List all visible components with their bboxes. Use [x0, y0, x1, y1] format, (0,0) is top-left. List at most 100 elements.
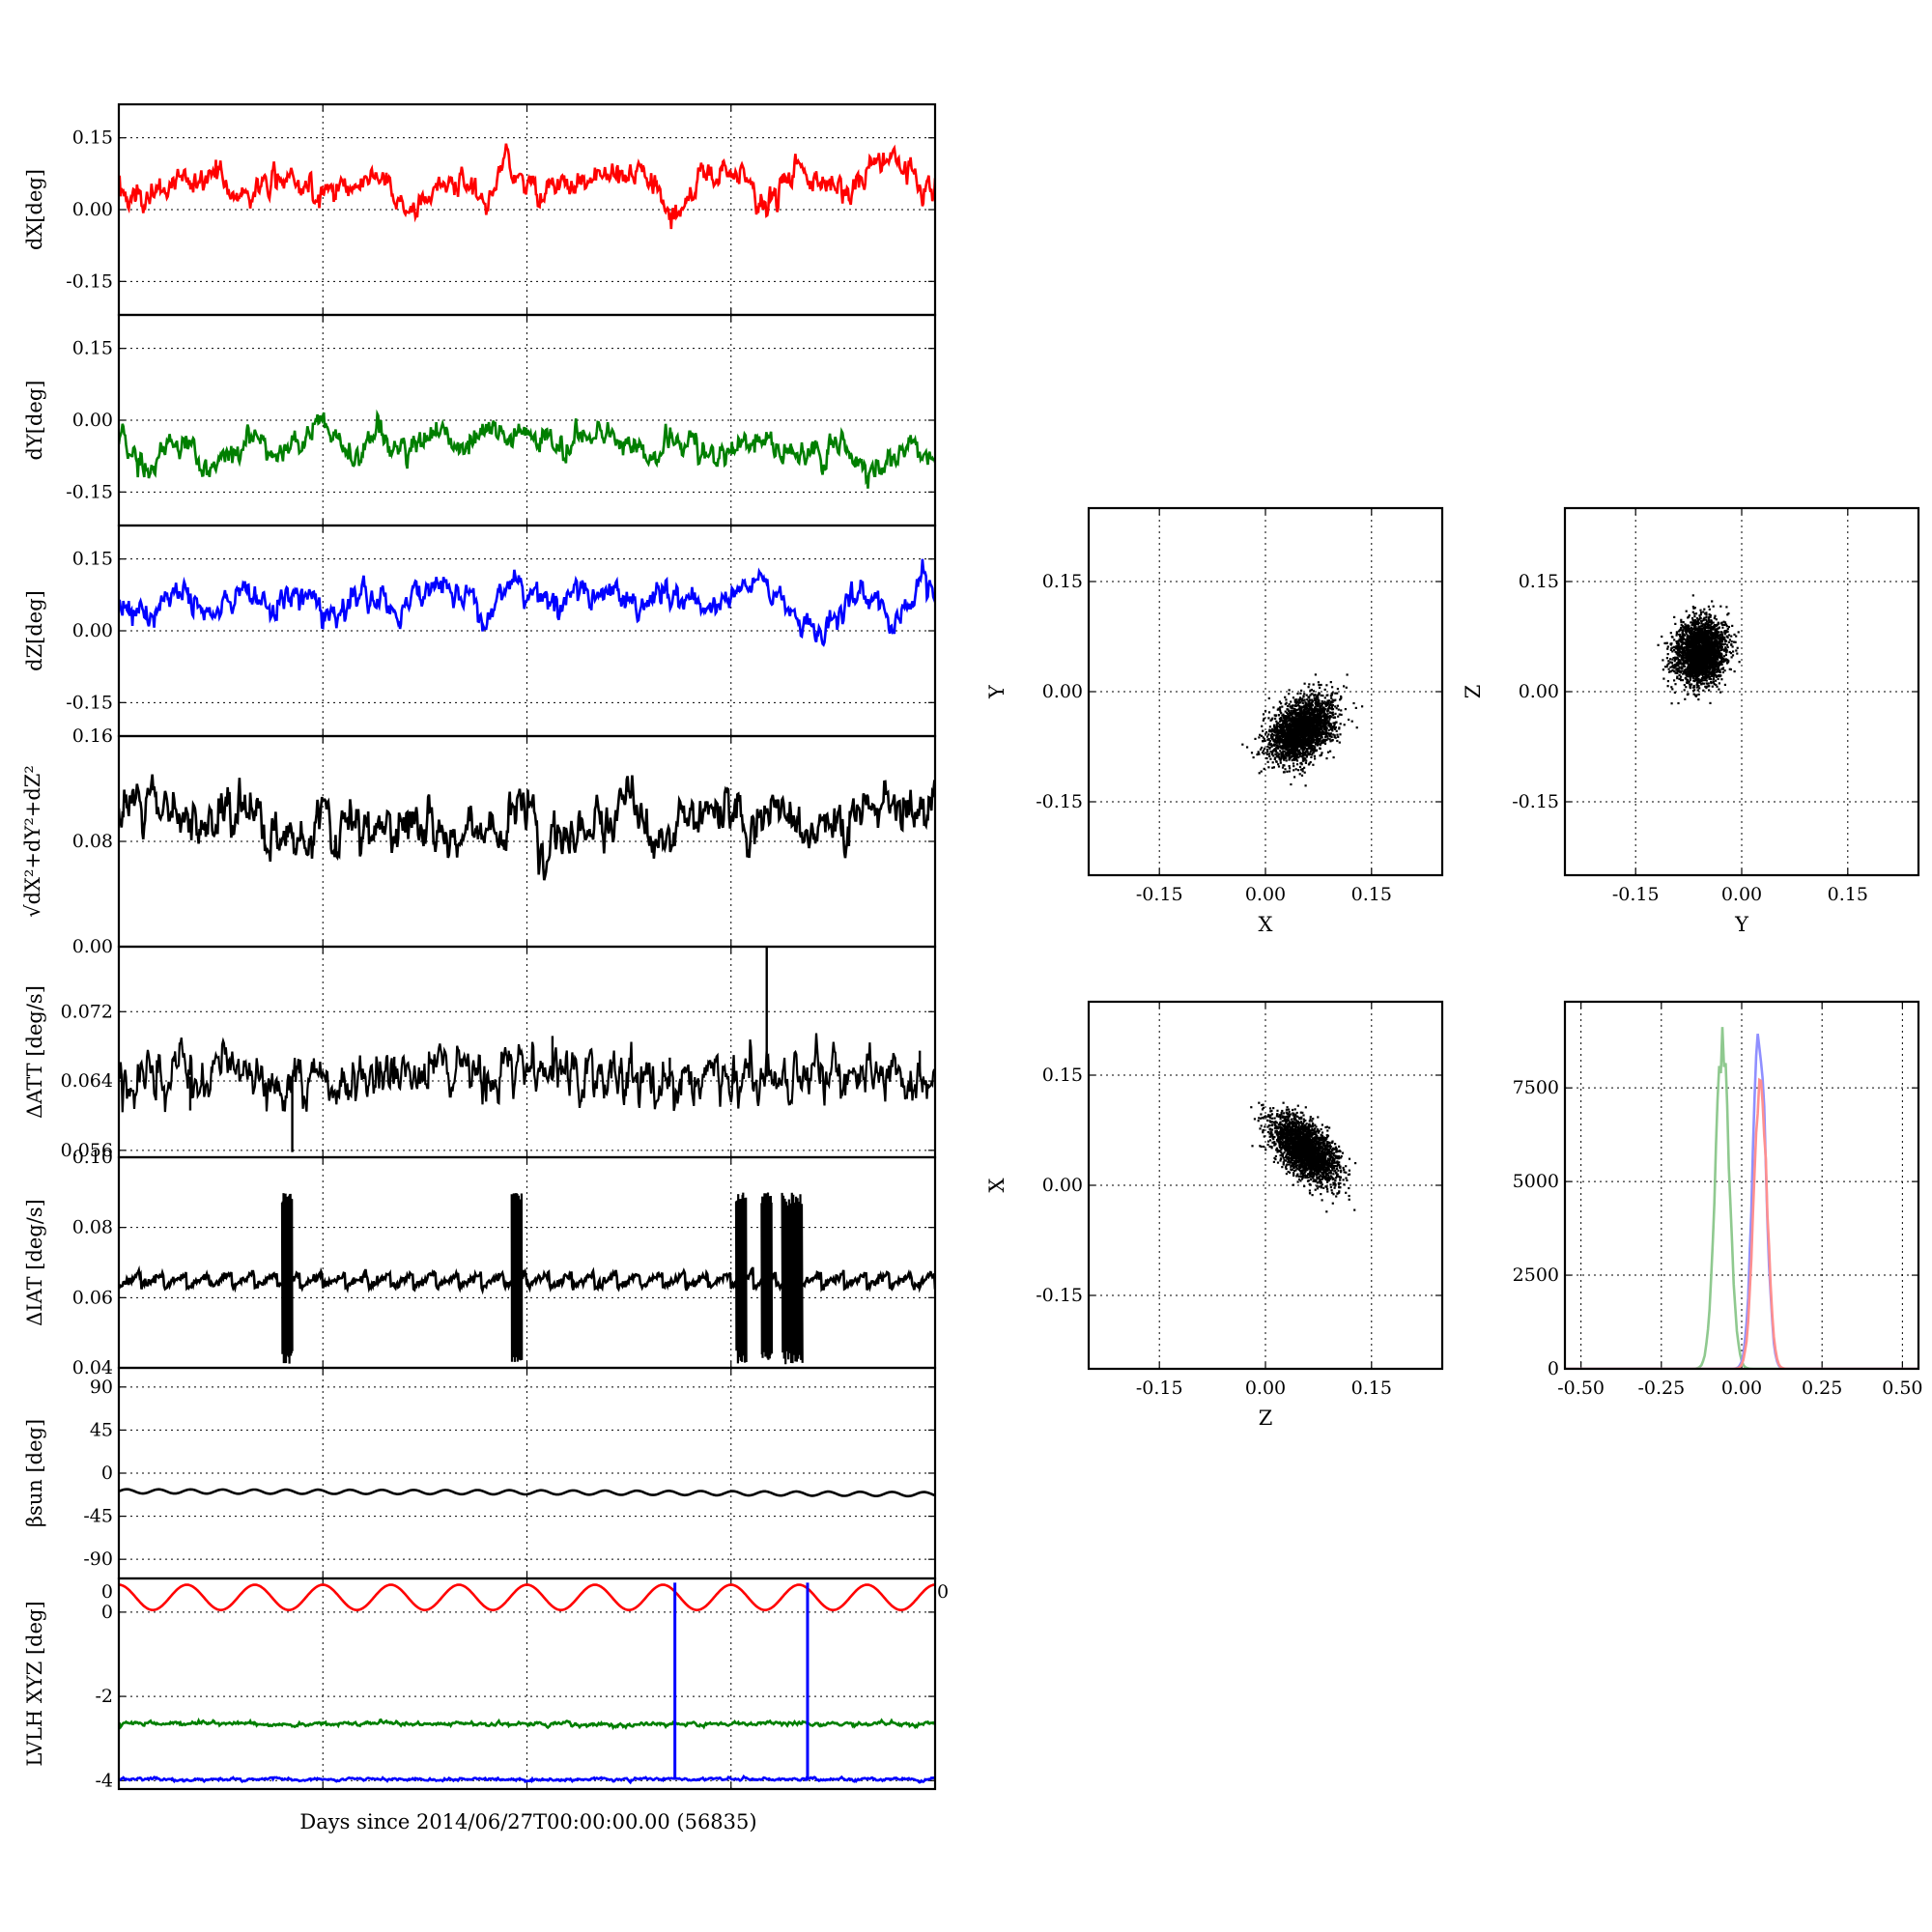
scatter_yz-point [1680, 626, 1683, 629]
scatter_yz-point [1721, 623, 1724, 626]
scatter_xy-point [1287, 708, 1290, 711]
scatter_xy-point [1317, 739, 1320, 742]
scatter_yz-point [1697, 685, 1700, 688]
scatter_yz-point [1718, 638, 1720, 640]
scatter_xy-point [1279, 759, 1282, 762]
scatter_yz-point [1705, 687, 1708, 690]
scatter_yz-point [1693, 619, 1696, 622]
scatter_xy-point [1286, 734, 1289, 737]
scatter_yz-point [1675, 642, 1679, 645]
scatter_xy-point [1288, 739, 1291, 742]
scatter_xy-point [1303, 704, 1306, 707]
scatter_yz-point [1698, 640, 1702, 643]
scatter_xy-point [1293, 752, 1295, 754]
scatter_yz-point [1671, 646, 1674, 649]
lvlh-ytick-label-1: -2 [95, 1686, 113, 1707]
scatter_yz-xtick-label-1: 0.00 [1721, 884, 1762, 905]
scatter_xy-point [1329, 740, 1332, 743]
scatter_xy-point [1278, 728, 1281, 731]
scatter_yz-point [1686, 681, 1689, 684]
scatter_xy-point [1312, 690, 1315, 693]
scatter_yz-point [1697, 621, 1700, 624]
scatter_xy-point [1314, 694, 1317, 696]
scatter_xy-point [1293, 769, 1295, 772]
scatter_yz-point [1698, 630, 1701, 633]
scatter_yz-point [1719, 633, 1721, 637]
scatter_xy-point [1361, 705, 1364, 708]
scatter_xy-point [1285, 728, 1288, 731]
scatter_xy-point [1286, 715, 1289, 718]
scatter_xy-point [1271, 761, 1274, 764]
scatter_xy-point [1321, 728, 1323, 731]
scatter_xy-point [1281, 735, 1285, 739]
scatter_yz-point [1703, 649, 1706, 652]
scatter_yz-point [1716, 635, 1719, 638]
scatter_yz-point [1700, 633, 1703, 636]
scatter_yz-point [1675, 663, 1678, 666]
scatter_xy-point [1334, 736, 1337, 739]
scatter_xy-point [1276, 735, 1279, 739]
scatter_xy-point [1308, 701, 1311, 704]
scatter_xy-point [1283, 747, 1286, 750]
scatter_xy-point [1329, 728, 1332, 731]
scatter_yz-point [1710, 619, 1713, 622]
scatter_yz-point [1685, 610, 1688, 612]
scatter_xy-point [1299, 733, 1302, 736]
scatter_xy-point [1340, 709, 1343, 712]
scatter_yz-point [1714, 639, 1717, 642]
scatter_xy-point [1318, 693, 1321, 696]
scatter_yz-point [1725, 650, 1728, 653]
scatter_yz-point [1701, 623, 1704, 626]
scatter_xy-point [1281, 705, 1284, 708]
scatter_xy-point [1321, 739, 1324, 743]
scatter_xy-point [1295, 742, 1298, 745]
scatter_xy-point [1276, 755, 1279, 758]
scatter_xy-point [1312, 737, 1315, 740]
scatter_yz-point [1676, 648, 1680, 652]
scatter_xy-point [1299, 738, 1302, 741]
scatter_xy-point [1299, 710, 1302, 713]
scatter_xy-point [1331, 704, 1334, 707]
scatter_xy-point [1331, 686, 1334, 689]
scatter_yz-point [1692, 684, 1695, 688]
scatter_yz-point [1698, 632, 1702, 635]
scatter_yz-point [1676, 651, 1679, 654]
scatter_xy-point [1321, 733, 1323, 736]
scatter_xy-point [1336, 688, 1339, 691]
scatter_xy-point [1314, 697, 1317, 700]
scatter_yz-point [1695, 652, 1698, 655]
scatter_yz-point [1667, 668, 1670, 670]
scatter_yz-point [1684, 697, 1687, 700]
scatter_xy-point [1286, 770, 1289, 773]
scatter_yz-point [1692, 619, 1695, 623]
scatter_xy-point [1316, 708, 1319, 711]
scatter_xy-point [1318, 699, 1321, 702]
scatter_yz-point [1730, 656, 1733, 659]
scatter_xy-point [1326, 708, 1329, 711]
scatter_xy-point [1321, 725, 1325, 728]
scatter_xy-point [1317, 696, 1320, 698]
scatter_yz-point [1683, 634, 1687, 637]
scatter_xy-point [1320, 731, 1322, 734]
scatter_xy-point [1297, 742, 1300, 745]
scatter_xy-point [1298, 728, 1301, 731]
scatter_xy-point [1315, 737, 1318, 740]
scatter_xy-point [1264, 709, 1267, 713]
scatter_xy-point [1322, 738, 1325, 741]
scatter_xy-point [1285, 715, 1288, 718]
scatter_xy-point [1288, 743, 1291, 746]
scatter_xy-point [1280, 754, 1283, 757]
scatter_xy-point [1293, 752, 1296, 754]
scatter_yz-point [1685, 670, 1688, 674]
scatter_xy-point [1287, 751, 1290, 753]
dZ-ytick-label-2: -0.15 [66, 692, 113, 713]
scatter_xy-point [1300, 761, 1303, 764]
scatter_xy-point [1273, 741, 1276, 744]
scatter_xy-point [1284, 702, 1287, 706]
scatter_yz-point [1705, 682, 1708, 685]
scatter_yz-point [1711, 638, 1714, 640]
scatter_yz-point [1681, 629, 1685, 632]
scatter_xy-point [1332, 756, 1335, 759]
beta-ytick-label-0: 90 [90, 1377, 113, 1398]
scatter_xy-point [1262, 729, 1264, 732]
